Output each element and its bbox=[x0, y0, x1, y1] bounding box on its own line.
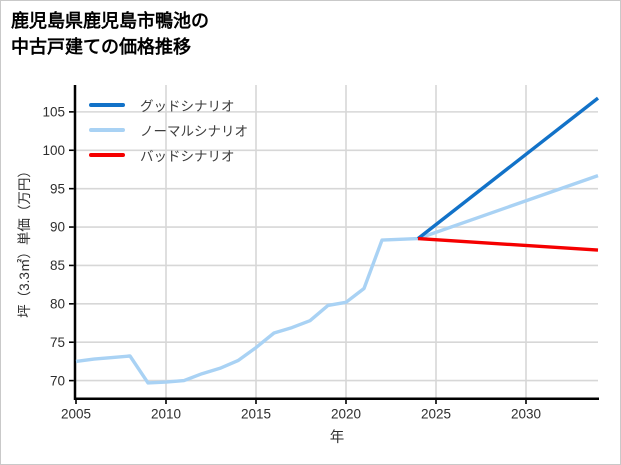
y-tick-label: 105 bbox=[42, 105, 65, 120]
normal-scenario-line bbox=[75, 173, 599, 385]
chart-title-line1: 鹿児島県鹿児島市鴨池の bbox=[11, 11, 209, 31]
y-axis-title: 坪（3.3㎡）単価（万円） bbox=[17, 164, 32, 318]
good-scenario-legend-swatch bbox=[89, 103, 125, 107]
x-tick-label: 2025 bbox=[421, 407, 451, 422]
y-tick-label: 85 bbox=[50, 258, 65, 273]
x-tick-label: 2015 bbox=[241, 407, 271, 422]
good-scenario-line bbox=[416, 96, 600, 240]
legend-label-normal-scenario: ノーマルシナリオ bbox=[140, 124, 248, 139]
chart-title-line2: 中古戸建ての価格推移 bbox=[11, 37, 191, 57]
bad-scenario-line bbox=[417, 236, 599, 252]
y-tick-label: 90 bbox=[50, 220, 65, 235]
legend-label-good-scenario: グッドシナリオ bbox=[140, 99, 235, 114]
x-axis-title: 年 bbox=[329, 430, 345, 446]
legend-item-good-scenario: グッドシナリオ bbox=[89, 96, 248, 114]
x-tick-label: 2030 bbox=[511, 407, 541, 422]
x-tick-label: 2010 bbox=[151, 407, 181, 422]
chart-title: 鹿児島県鹿児島市鴨池の 中古戸建ての価格推移 bbox=[11, 8, 209, 60]
normal-scenario-legend-swatch bbox=[89, 128, 125, 132]
legend-item-normal-scenario: ノーマルシナリオ bbox=[89, 121, 248, 139]
legend: グッドシナリオ ノーマルシナリオ バッドシナリオ bbox=[89, 96, 248, 164]
x-tick-label: 2005 bbox=[61, 407, 91, 422]
y-tick-label: 95 bbox=[50, 181, 65, 196]
y-tick-label: 70 bbox=[50, 373, 65, 388]
y-tick-label: 80 bbox=[50, 297, 65, 312]
axis-spines bbox=[73, 85, 599, 401]
bad-scenario-legend-swatch bbox=[89, 153, 125, 157]
x-tick-label: 2020 bbox=[331, 407, 361, 422]
y-tick-label: 100 bbox=[42, 143, 65, 158]
legend-item-bad-scenario: バッドシナリオ bbox=[89, 146, 248, 164]
y-tick-label: 75 bbox=[50, 335, 65, 350]
legend-label-bad-scenario: バッドシナリオ bbox=[140, 149, 235, 164]
